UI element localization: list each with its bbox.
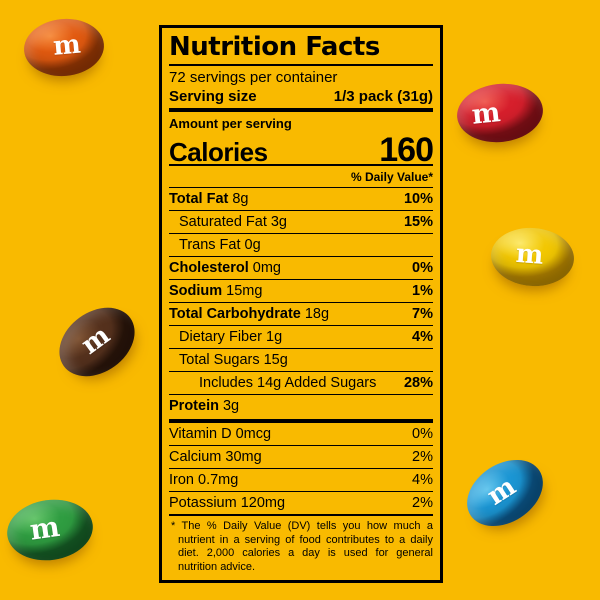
label-title: Nutrition Facts [169,31,433,66]
nutrient-row-protein: Protein 3g [169,397,240,414]
serving-size-value: 1/3 pack (31g) [333,88,433,105]
daily-value-footnote: * The % Daily Value (DV) tells you how m… [171,520,433,573]
nutrient-row-sodium: Sodium 15mg 1% [169,280,433,303]
daily-value-header: % Daily Value* [169,166,433,188]
nutrient-rows: Total Fat 8g 10% Saturated Fat 3g 15% Tran… [169,188,433,417]
calories-row: Calories 160 [169,131,434,169]
m-logo-icon: m [514,238,545,271]
serving-size-row: Serving size 1/3 pack (31g) [169,87,433,106]
mm-candy-orange: m [21,15,107,80]
m-logo-icon: m [27,509,62,547]
vitamin-row-calcium: Calcium 30mg 2% [169,446,433,469]
mm-candy-blue: m [454,446,556,540]
servings-per-container: 72 servings per container [169,69,338,86]
m-logo-icon: m [481,471,522,512]
m-logo-icon: m [75,320,116,361]
nutrient-row-dietary-fiber: Dietary Fiber 1g 4% [169,326,433,349]
m-logo-icon: m [51,29,82,62]
nutrient-row-trans-fat: Trans Fat 0g [169,234,433,257]
mm-candy-brown: m [46,293,148,391]
calories-value: 160 [379,130,434,169]
nutrient-row-cholesterol: Cholesterol 0mg 0% [169,257,433,280]
divider-thick [169,418,433,423]
divider-medium [169,163,433,166]
serving-size-label: Serving size [169,88,257,105]
m-logo-icon: m [470,96,502,131]
vitamin-rows: Vitamin D 0mcg 0% Calcium 30mg 2% Iron 0.7m… [169,423,433,514]
nutrient-row-total-carbohydrate: Total Carbohydrate 18g 7% [169,303,433,326]
divider-medium [169,513,433,516]
calories-label: Calories [169,136,268,167]
mm-candy-red: m [454,79,546,147]
divider-thick [169,108,433,112]
nutrition-facts-label: Nutrition Facts 72 servings per containe… [159,25,443,583]
vitamin-row-vitamin-d: Vitamin D 0mcg 0% [169,423,433,446]
nutrient-row-saturated-fat: Saturated Fat 3g 15% [169,211,433,234]
nutrient-row-added-sugars: Includes 14g Added Sugars 28% [169,372,433,395]
vitamin-row-potassium: Potassium 120mg 2% [169,494,433,511]
nutrient-row-total-fat: Total Fat 8g 10% [169,188,433,211]
mm-candy-green: m [3,494,97,566]
nutrient-row-total-sugars: Total Sugars 15g [169,349,433,372]
vitamin-row-iron: Iron 0.7mg 4% [169,469,433,492]
mm-candy-yellow: m [489,225,576,289]
amount-per-serving-label: Amount per serving [169,115,292,131]
